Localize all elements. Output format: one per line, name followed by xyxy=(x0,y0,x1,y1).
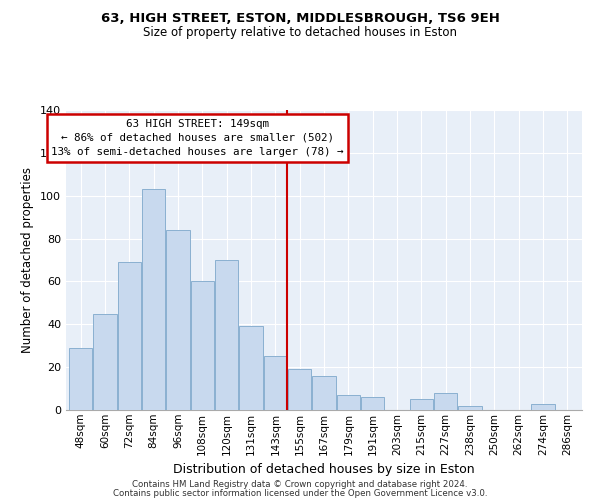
Bar xyxy=(410,400,433,410)
Bar xyxy=(239,326,263,410)
Bar xyxy=(142,190,165,410)
Bar xyxy=(458,406,482,410)
X-axis label: Distribution of detached houses by size in Eston: Distribution of detached houses by size … xyxy=(173,463,475,476)
Text: Contains public sector information licensed under the Open Government Licence v3: Contains public sector information licen… xyxy=(113,488,487,498)
Bar xyxy=(288,370,311,410)
Bar xyxy=(532,404,554,410)
Bar xyxy=(313,376,335,410)
Text: 63 HIGH STREET: 149sqm
← 86% of detached houses are smaller (502)
13% of semi-de: 63 HIGH STREET: 149sqm ← 86% of detached… xyxy=(51,118,344,158)
Bar xyxy=(166,230,190,410)
Bar xyxy=(337,395,360,410)
Text: Size of property relative to detached houses in Eston: Size of property relative to detached ho… xyxy=(143,26,457,39)
Bar xyxy=(361,397,384,410)
Y-axis label: Number of detached properties: Number of detached properties xyxy=(22,167,34,353)
Bar xyxy=(191,282,214,410)
Bar xyxy=(94,314,116,410)
Bar xyxy=(215,260,238,410)
Bar xyxy=(434,393,457,410)
Bar xyxy=(264,356,287,410)
Text: Contains HM Land Registry data © Crown copyright and database right 2024.: Contains HM Land Registry data © Crown c… xyxy=(132,480,468,489)
Bar xyxy=(69,348,92,410)
Text: 63, HIGH STREET, ESTON, MIDDLESBROUGH, TS6 9EH: 63, HIGH STREET, ESTON, MIDDLESBROUGH, T… xyxy=(101,12,499,26)
Bar xyxy=(118,262,141,410)
